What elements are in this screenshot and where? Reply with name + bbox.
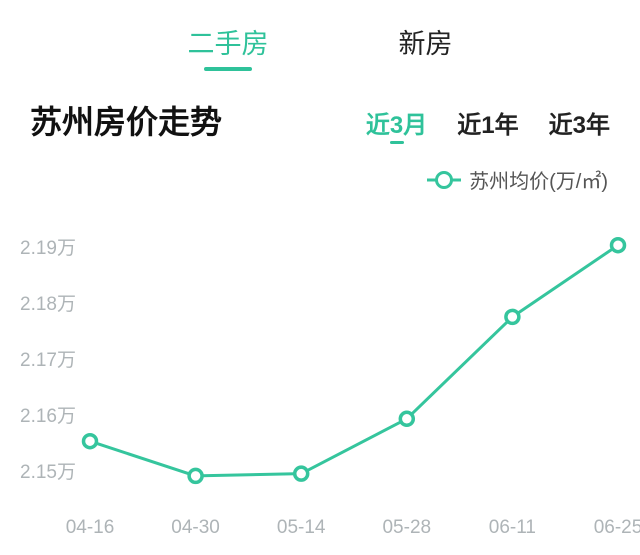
- page-title: 苏州房价走势: [30, 97, 222, 143]
- y-tick-label: 2.17万: [20, 350, 76, 371]
- data-point: [189, 469, 202, 482]
- x-tick-label: 06-11: [489, 517, 536, 538]
- y-tick-label: 2.16万: [20, 406, 76, 427]
- data-point: [295, 467, 308, 480]
- y-tick-label: 2.18万: [20, 294, 76, 315]
- y-tick-label: 2.15万: [20, 462, 76, 483]
- x-tick-label: 04-30: [171, 517, 220, 538]
- top-tabs: 二手房 新房: [0, 0, 640, 69]
- period-3m-label: 近3月: [366, 112, 427, 139]
- price-chart: 2.15万 2.16万 2.17万 2.18万 2.19万 04-16 04-30 05-14…: [0, 200, 640, 545]
- x-tick-label: 05-28: [382, 517, 431, 538]
- app-root: 二手房 新房 苏州房价走势 近3月 近1年 近3年 苏州均价(万/㎡) 2.15…: [0, 0, 640, 555]
- data-point: [612, 239, 625, 252]
- x-tick-label: 04-16: [66, 517, 115, 538]
- period-active-underline: [390, 141, 404, 144]
- x-tick-label: 06-25: [594, 517, 640, 538]
- legend-marker-icon: [427, 173, 461, 187]
- period-1y[interactable]: 近1年: [457, 105, 518, 140]
- header-row: 苏州房价走势 近3月 近1年 近3年: [0, 69, 640, 143]
- period-tabs: 近3月 近1年 近3年: [366, 105, 610, 140]
- tab-new[interactable]: 新房: [399, 22, 453, 69]
- data-point: [400, 412, 413, 425]
- period-3y[interactable]: 近3年: [549, 105, 610, 140]
- y-tick-label: 2.19万: [20, 238, 76, 259]
- x-tick-label: 05-14: [277, 517, 326, 538]
- chart-svg: 2.15万 2.16万 2.17万 2.18万 2.19万 04-16 04-30 05-14…: [0, 200, 640, 545]
- data-point: [84, 435, 97, 448]
- chart-legend: 苏州均价(万/㎡): [427, 165, 608, 194]
- period-3m[interactable]: 近3月: [366, 105, 427, 140]
- legend-label: 苏州均价(万/㎡): [469, 165, 608, 194]
- data-point: [506, 310, 519, 323]
- price-line: [90, 245, 618, 476]
- tab-secondhand[interactable]: 二手房: [188, 22, 269, 69]
